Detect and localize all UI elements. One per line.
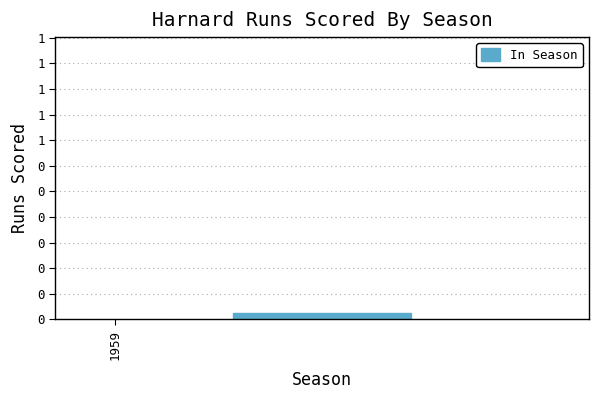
Legend: In Season: In Season — [476, 44, 583, 67]
Title: Harnard Runs Scored By Season: Harnard Runs Scored By Season — [152, 11, 493, 30]
X-axis label: Season: Season — [292, 371, 352, 389]
Polygon shape — [233, 313, 411, 319]
Y-axis label: Runs Scored: Runs Scored — [11, 123, 29, 233]
